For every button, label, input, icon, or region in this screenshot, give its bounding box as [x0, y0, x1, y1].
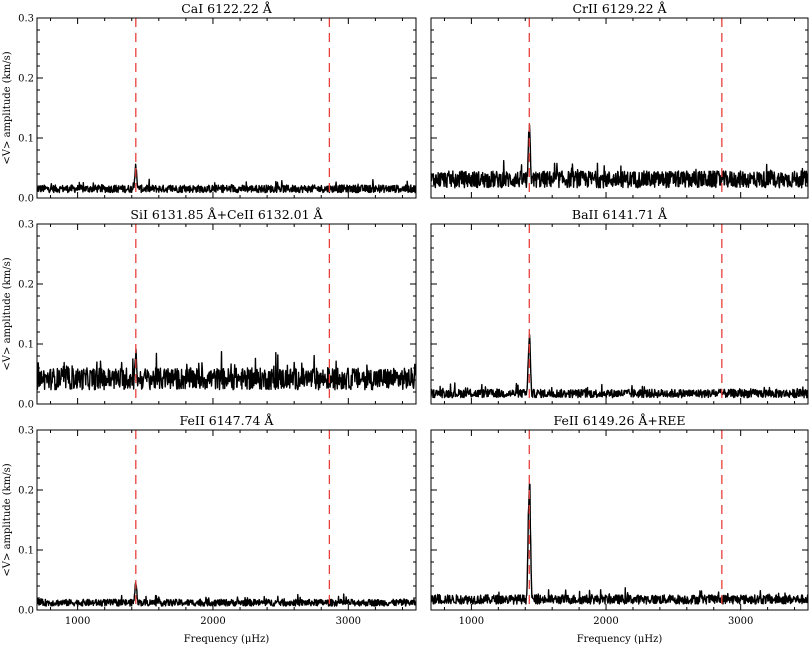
x-tick-label: 3000: [728, 616, 753, 627]
y-tick-label: 0.3: [18, 14, 34, 25]
panel-6: FeII 6149.26 Å+REE 1000 2000 3000 Frequency …: [430, 413, 809, 645]
panel-title: CrII 6129.22 Å: [572, 1, 667, 16]
y-tick-label: 0.1: [18, 546, 34, 557]
plot-frame: [36, 223, 417, 405]
y-tick-label: 0.0: [18, 400, 34, 411]
y-tick-label: 0.2: [18, 74, 34, 85]
spectrum-trace: [431, 124, 808, 189]
spectrum-trace: [37, 581, 416, 607]
y-tick-label: 0.0: [18, 194, 34, 205]
x-tick-label: 2000: [200, 616, 225, 627]
x-axis-label: Frequency (μHz): [184, 634, 270, 645]
x-axis-label: Frequency (μHz): [577, 634, 663, 645]
panel-title: CaI 6122.22 Å: [181, 1, 273, 16]
panel-4: BaII 6141.71 Å: [430, 207, 809, 405]
x-tick-label: 2000: [593, 616, 618, 627]
panel-1: CaI 6122.22 Å 0.0 0.1 0.2 0.3 <V> amplitude (…: [2, 1, 417, 205]
plot-frame: [36, 17, 417, 199]
y-axis-label: <V> amplitude (km/s): [2, 463, 13, 576]
panel-title: BaII 6141.71 Å: [572, 207, 668, 222]
plot-frame: [430, 17, 809, 199]
panel-2: CrII 6129.22 Å: [430, 1, 809, 199]
y-axis-label: <V> amplitude (km/s): [2, 257, 13, 370]
y-tick-label: 0.2: [18, 486, 34, 497]
panel-title: FeII 6147.74 Å: [180, 413, 275, 428]
y-tick-label: 0.3: [18, 220, 34, 231]
x-tick-label: 3000: [336, 616, 361, 627]
x-tick-label: 1000: [65, 616, 90, 627]
panel-title: FeII 6149.26 Å+REE: [553, 413, 685, 428]
y-tick-label: 0.0: [18, 606, 34, 617]
panel-title: SiI 6131.85 Å+CeII 6132.01 Å: [130, 207, 323, 222]
spectrum-trace: [37, 163, 416, 194]
plot-frame: [36, 429, 417, 611]
panel-5: FeII 6147.74 Å 1000 2000 3000 0.0 0.1 0.2 0.3 <V…: [2, 413, 417, 645]
y-tick-label: 0.2: [18, 280, 34, 291]
spectrum-trace: [431, 333, 808, 399]
plot-frame: [430, 429, 809, 611]
plot-frame: [430, 223, 809, 405]
x-tick-label: 1000: [459, 616, 484, 627]
y-tick-label: 0.3: [18, 426, 34, 437]
panel-3: SiI 6131.85 Å+CeII 6132.01 Å 0.0 0.1 0.2 0.3…: [2, 207, 417, 411]
y-axis-label: <V> amplitude (km/s): [2, 51, 13, 164]
spectrum-trace: [431, 483, 808, 605]
spectrum-trace: [37, 348, 416, 391]
y-tick-label: 0.1: [18, 134, 34, 145]
y-tick-label: 0.1: [18, 340, 34, 351]
